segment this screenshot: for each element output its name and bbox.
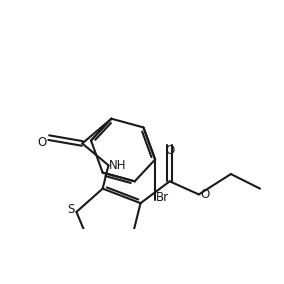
- Text: O: O: [165, 144, 174, 157]
- Text: O: O: [38, 135, 47, 149]
- Text: NH: NH: [108, 159, 126, 172]
- Text: S: S: [68, 203, 75, 216]
- Text: Br: Br: [156, 191, 169, 204]
- Text: O: O: [200, 188, 209, 201]
